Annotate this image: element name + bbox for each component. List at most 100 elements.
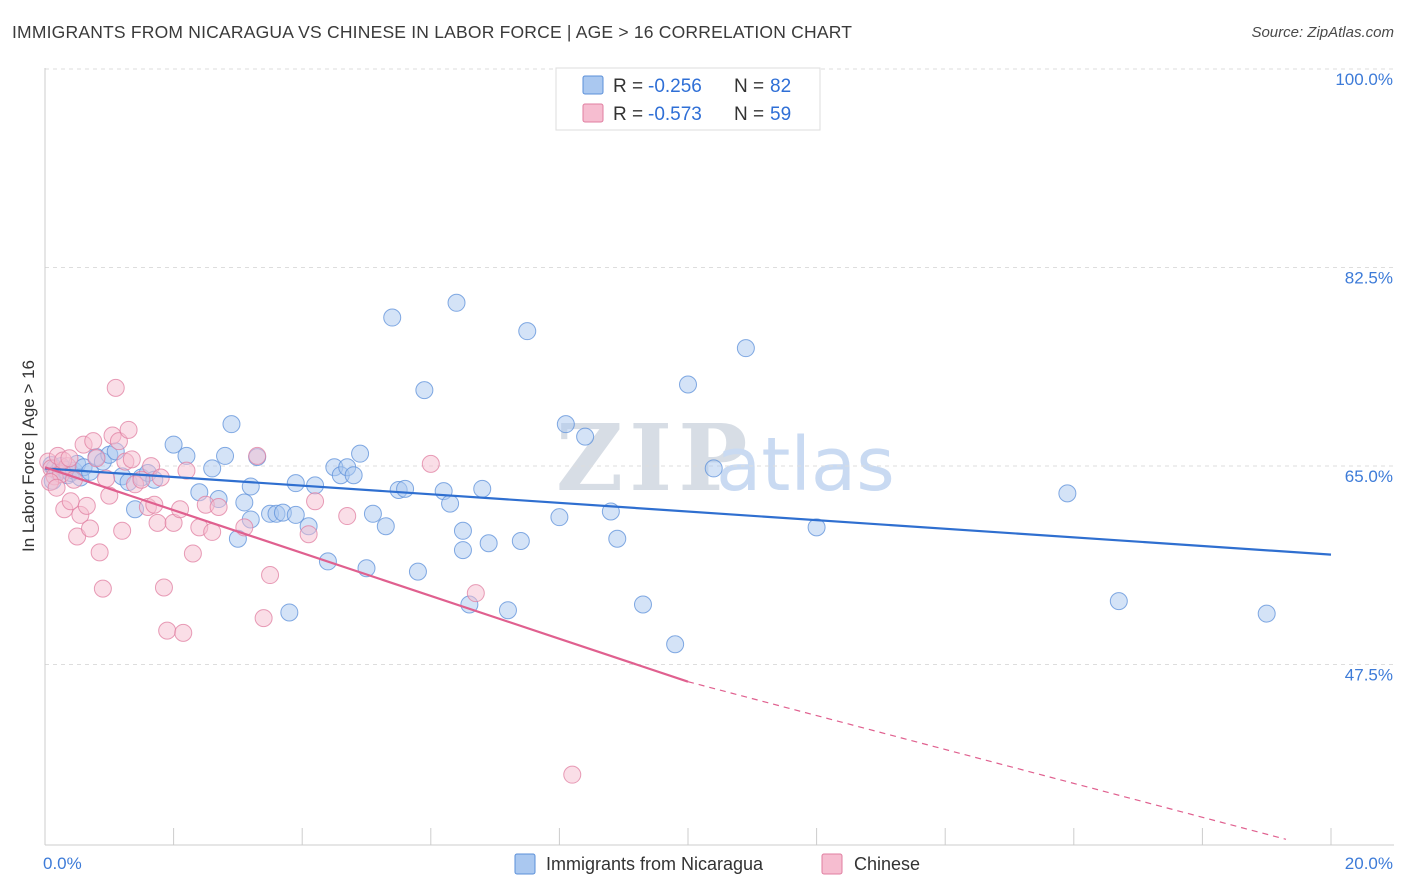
nicaragua-point <box>383 308 402 327</box>
chinese-point <box>93 579 112 598</box>
nicaragua-point <box>396 479 415 498</box>
chinese-point <box>338 507 357 526</box>
nicaragua-point <box>679 375 697 394</box>
series-swatch-chinese <box>821 853 843 875</box>
chinese-point <box>154 578 173 597</box>
nicaragua-point <box>511 532 530 551</box>
nicaragua-point <box>235 493 254 512</box>
series-label-nicaragua: Immigrants from Nicaragua <box>546 854 764 874</box>
nicaragua-point <box>556 415 575 434</box>
nicaragua-point <box>286 474 305 493</box>
watermark-zip: ZIP <box>556 404 753 512</box>
series-swatch-nicaragua <box>514 853 536 875</box>
nicaragua-point <box>441 494 460 513</box>
correlation-legend: R = -0.256 N = 82 R = -0.573 N = 59 <box>555 67 821 131</box>
chinese-point <box>177 461 196 480</box>
chinese-point <box>47 478 66 497</box>
nicaragua-point <box>447 293 466 312</box>
nicaragua-point <box>286 505 305 524</box>
chinese-trend-line <box>44 466 689 683</box>
nicaragua-point <box>203 459 222 478</box>
nicaragua-point <box>704 459 723 478</box>
watermark: ZIP atlas <box>556 404 895 512</box>
series-legend: Immigrants from Nicaragua Chinese <box>514 853 920 875</box>
legend-r-value: -0.573 <box>648 104 702 125</box>
nicaragua-point <box>408 562 427 581</box>
nicaragua-point <box>376 517 395 536</box>
nicaragua-point <box>633 595 652 614</box>
x-ticks <box>173 828 1332 845</box>
nicaragua-point <box>222 415 241 434</box>
chinese-point <box>113 521 132 540</box>
chinese-point <box>254 609 273 628</box>
nicaragua-point <box>453 521 472 540</box>
chinese-point <box>183 544 202 563</box>
chinese-point <box>119 420 138 439</box>
chinese-point <box>68 527 87 546</box>
nicaragua-point <box>473 479 492 498</box>
chinese-point <box>174 623 193 642</box>
nicaragua-point <box>216 446 235 465</box>
legend-r-label: R = <box>613 104 643 125</box>
chinese-point <box>563 765 582 784</box>
legend-n-label: N = <box>734 76 764 97</box>
legend-n-value: 82 <box>770 76 791 97</box>
nicaragua-point <box>1058 484 1077 503</box>
y-tick-labels: 47.5% 65.0% 82.5% 100.0% <box>1335 70 1393 685</box>
nicaragua-point <box>807 518 826 537</box>
series-label-chinese: Chinese <box>854 854 920 874</box>
nicaragua-point <box>666 635 685 654</box>
trend-lines <box>44 466 1332 840</box>
y-tick-label: 47.5% <box>1345 666 1393 685</box>
chinese-point <box>122 450 141 469</box>
legend-swatch-blue <box>582 75 604 95</box>
y-axis-title: In Labor Force | Age > 16 <box>19 360 38 552</box>
legend-n-value: 59 <box>770 104 791 125</box>
nicaragua-point <box>736 339 755 358</box>
nicaragua-point <box>241 477 260 496</box>
chinese-point <box>158 621 177 640</box>
nicaragua-point <box>1109 592 1128 611</box>
chinese-point <box>261 566 280 585</box>
y-tick-label: 100.0% <box>1335 70 1393 89</box>
nicaragua-point <box>351 444 370 463</box>
chinese-point <box>421 454 440 473</box>
source-credit: Source: ZipAtlas.com <box>1251 24 1394 41</box>
nicaragua-point <box>479 534 498 553</box>
nicaragua-point <box>280 603 299 622</box>
x-tick-label-max: 20.0% <box>1345 854 1393 873</box>
nicaragua-point <box>518 322 537 341</box>
nicaragua-point <box>453 541 472 560</box>
chinese-point <box>81 519 100 538</box>
x-tick-label-min: 0.0% <box>43 854 82 873</box>
nicaragua-point <box>363 504 382 523</box>
gridlines <box>45 68 1394 666</box>
y-tick-label: 82.5% <box>1345 269 1393 288</box>
chinese-point <box>248 446 267 465</box>
nicaragua-point <box>498 601 517 620</box>
chinese-point <box>87 449 106 468</box>
chinese-point <box>106 378 125 397</box>
chinese-point <box>209 497 228 516</box>
chinese-point <box>90 543 109 562</box>
nicaragua-point <box>1257 604 1276 623</box>
nicaragua-point <box>415 381 434 400</box>
chinese-point <box>100 486 119 505</box>
chinese-point <box>60 449 79 468</box>
chart-title: IMMIGRANTS FROM NICARAGUA VS CHINESE IN … <box>12 22 853 42</box>
chinese-point <box>466 584 485 603</box>
watermark-atlas: atlas <box>716 422 895 508</box>
nicaragua-trend-line <box>44 467 1332 556</box>
nicaragua-point <box>164 435 183 454</box>
y-tick-label: 65.0% <box>1345 467 1393 486</box>
legend-swatch-pink <box>582 103 604 123</box>
nicaragua-point <box>576 427 595 446</box>
nicaragua-point <box>608 529 627 548</box>
chinese-point <box>306 492 325 511</box>
chinese-point <box>77 496 96 515</box>
legend-n-label: N = <box>734 104 764 125</box>
chinese-trend-extension <box>687 681 1287 840</box>
legend-r-label: R = <box>613 76 643 97</box>
chinese-point <box>84 432 103 451</box>
